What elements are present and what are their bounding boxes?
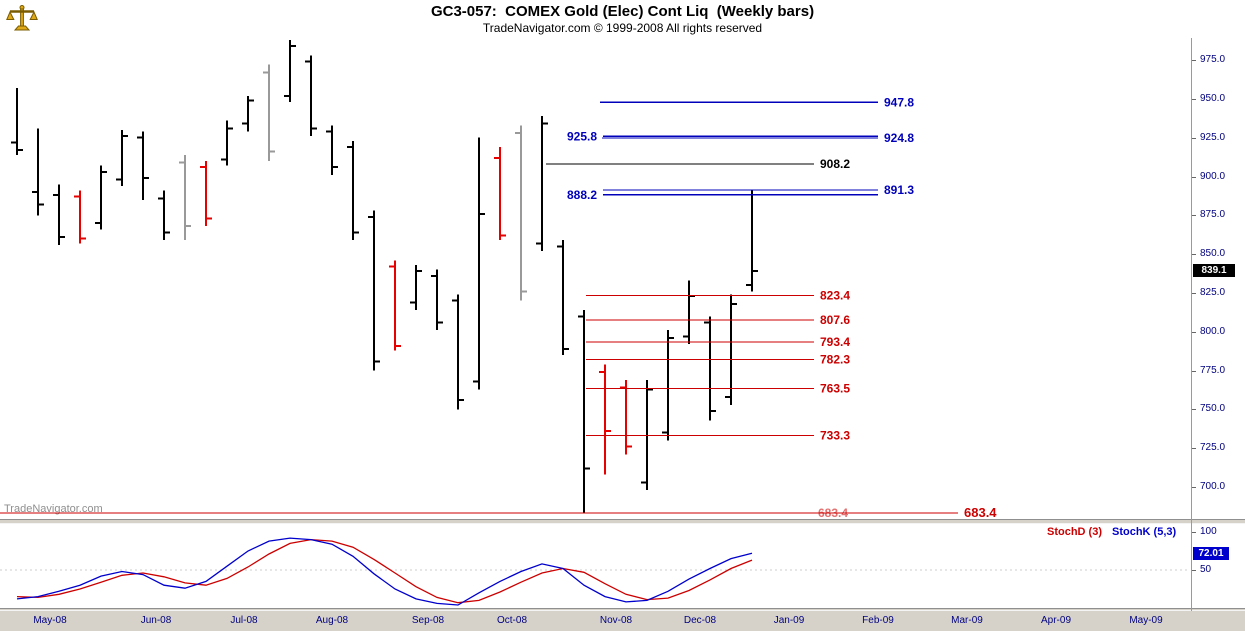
gold-scales-logo-icon xyxy=(6,5,38,31)
month-label: Jun-08 xyxy=(140,615,172,626)
month-label: Sep-08 xyxy=(411,615,445,626)
level-label: 908.2 xyxy=(820,157,850,171)
axis-tick xyxy=(1192,99,1196,100)
stochastic-chart-canvas[interactable] xyxy=(0,524,1190,608)
month-label: Jul-08 xyxy=(230,615,258,626)
level-label: 823.4 xyxy=(820,289,850,303)
month-label: Apr-09 xyxy=(1040,615,1072,626)
stoch-tick-label: 100 xyxy=(1200,526,1217,537)
level-label-ghost: 683.4 xyxy=(818,506,848,520)
axis-tick xyxy=(1192,532,1196,533)
price-tick-label: 975.0 xyxy=(1200,54,1226,65)
stochd-legend-label: StochD (3) xyxy=(1047,526,1102,538)
time-axis[interactable]: May-08 Jun-08 Jul-08 Aug-08 Sep-08 Oct-08 Nov-… xyxy=(0,611,1245,631)
level-label: 763.5 xyxy=(820,382,850,396)
panel-splitter[interactable] xyxy=(0,519,1245,524)
level-label: 782.3 xyxy=(820,352,850,366)
month-label: May-08 xyxy=(33,615,67,626)
axis-tick xyxy=(1192,177,1196,178)
price-tick-label: 850.0 xyxy=(1200,248,1226,259)
month-label: Feb-09 xyxy=(862,615,894,626)
price-tick-label: 800.0 xyxy=(1200,326,1226,337)
month-label: Jan-09 xyxy=(773,615,805,626)
level-label: 793.4 xyxy=(820,335,850,349)
price-axis[interactable]: 839.1 975.0 950.0 925.0 900.0 875.0 850.0 825.… xyxy=(1192,38,1245,520)
last-price-badge: 839.1 xyxy=(1193,264,1235,277)
stochastic-axis[interactable]: 72.01 100 50 xyxy=(1192,524,1245,608)
chart-title: GC3-057: COMEX Gold (Elec) Cont Liq (Wee… xyxy=(430,3,815,20)
axis-tick xyxy=(1192,371,1196,372)
axis-tick xyxy=(1192,293,1196,294)
level-label: 891.3 xyxy=(884,183,914,197)
axis-tick xyxy=(1192,60,1196,61)
axis-tick xyxy=(1192,138,1196,139)
level-label: 683.4 xyxy=(964,505,997,520)
axis-tick xyxy=(1192,254,1196,255)
axis-tick xyxy=(1192,409,1196,410)
price-chart-canvas[interactable]: 947.8 925.8 924.8 908.2 891.3 888.2 823.4 807.6… xyxy=(0,38,1190,520)
axis-tick xyxy=(1192,448,1196,449)
price-tick-label: 750.0 xyxy=(1200,403,1226,414)
axis-tick xyxy=(1192,570,1196,571)
level-label: 807.6 xyxy=(820,313,850,327)
level-label: 888.2 xyxy=(567,188,597,202)
panel-splitter-bottom[interactable] xyxy=(0,608,1245,611)
price-tick-label: 775.0 xyxy=(1200,365,1226,376)
month-label: Mar-09 xyxy=(951,615,983,626)
month-label: Oct-08 xyxy=(496,615,528,626)
level-label: 947.8 xyxy=(884,95,914,109)
price-tick-label: 875.0 xyxy=(1200,209,1226,220)
price-tick-label: 700.0 xyxy=(1200,481,1226,492)
price-tick-label: 725.0 xyxy=(1200,442,1226,453)
stochd-line xyxy=(16,538,753,604)
axis-tick xyxy=(1192,332,1196,333)
month-label: May-09 xyxy=(1129,615,1163,626)
level-label: 925.8 xyxy=(567,129,597,143)
month-label: Dec-08 xyxy=(683,615,717,626)
level-label: 733.3 xyxy=(820,428,850,442)
stochk-line xyxy=(16,537,753,606)
chart-copyright: TradeNavigator.com © 1999-2008 All right… xyxy=(482,21,763,35)
axis-separator xyxy=(1191,38,1192,611)
stochk-legend-label: StochK (5,3) xyxy=(1112,526,1177,538)
axis-tick xyxy=(1192,215,1196,216)
stoch-value-badge: 72.01 xyxy=(1193,547,1229,560)
month-label: Aug-08 xyxy=(315,615,349,626)
price-tick-label: 900.0 xyxy=(1200,171,1226,182)
axis-tick xyxy=(1192,487,1196,488)
month-label: Nov-08 xyxy=(599,615,633,626)
price-tick-label: 825.0 xyxy=(1200,287,1226,298)
stoch-tick-label: 50 xyxy=(1200,564,1212,575)
price-tick-label: 950.0 xyxy=(1200,93,1226,104)
price-tick-label: 925.0 xyxy=(1200,132,1226,143)
chart-header: GC3-057: COMEX Gold (Elec) Cont Liq (Wee… xyxy=(0,0,1245,38)
level-label: 924.8 xyxy=(884,131,914,145)
watermark-text: TradeNavigator.com xyxy=(4,503,103,515)
